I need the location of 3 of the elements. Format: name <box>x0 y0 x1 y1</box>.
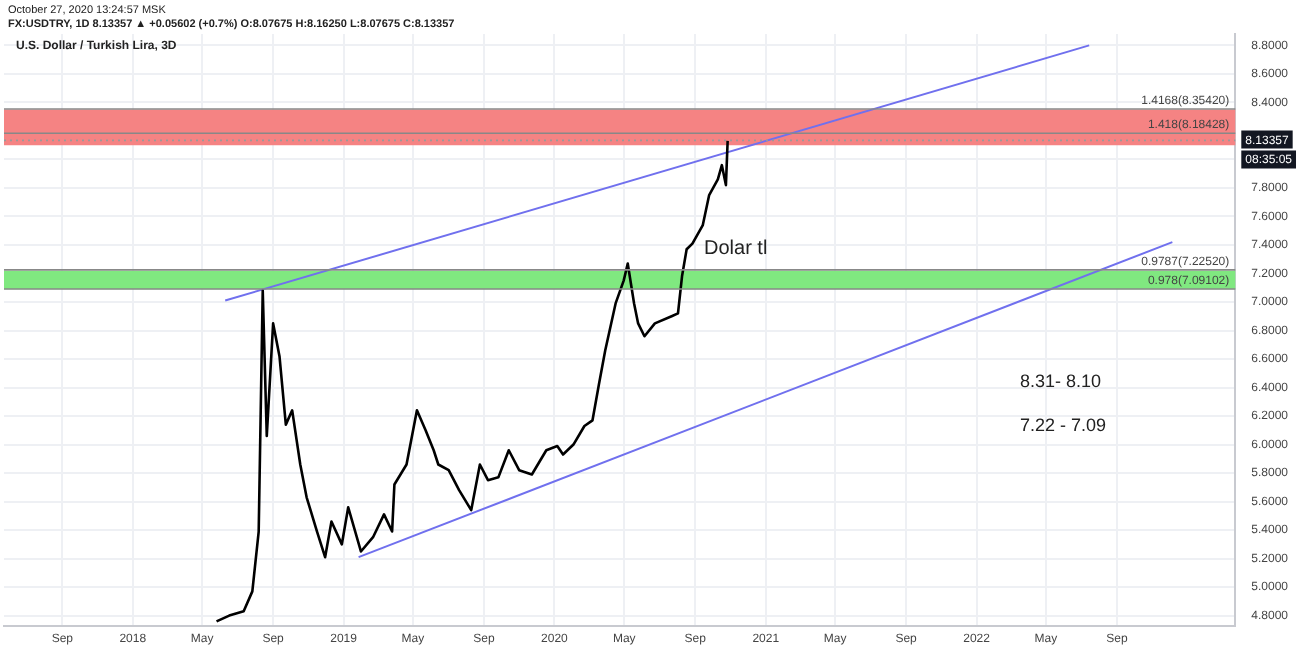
annotation: 7.22 - 7.09 <box>1020 414 1107 435</box>
annotation: 8.31- 8.10 <box>1020 370 1102 391</box>
annotation: Dolar tl <box>704 237 768 260</box>
